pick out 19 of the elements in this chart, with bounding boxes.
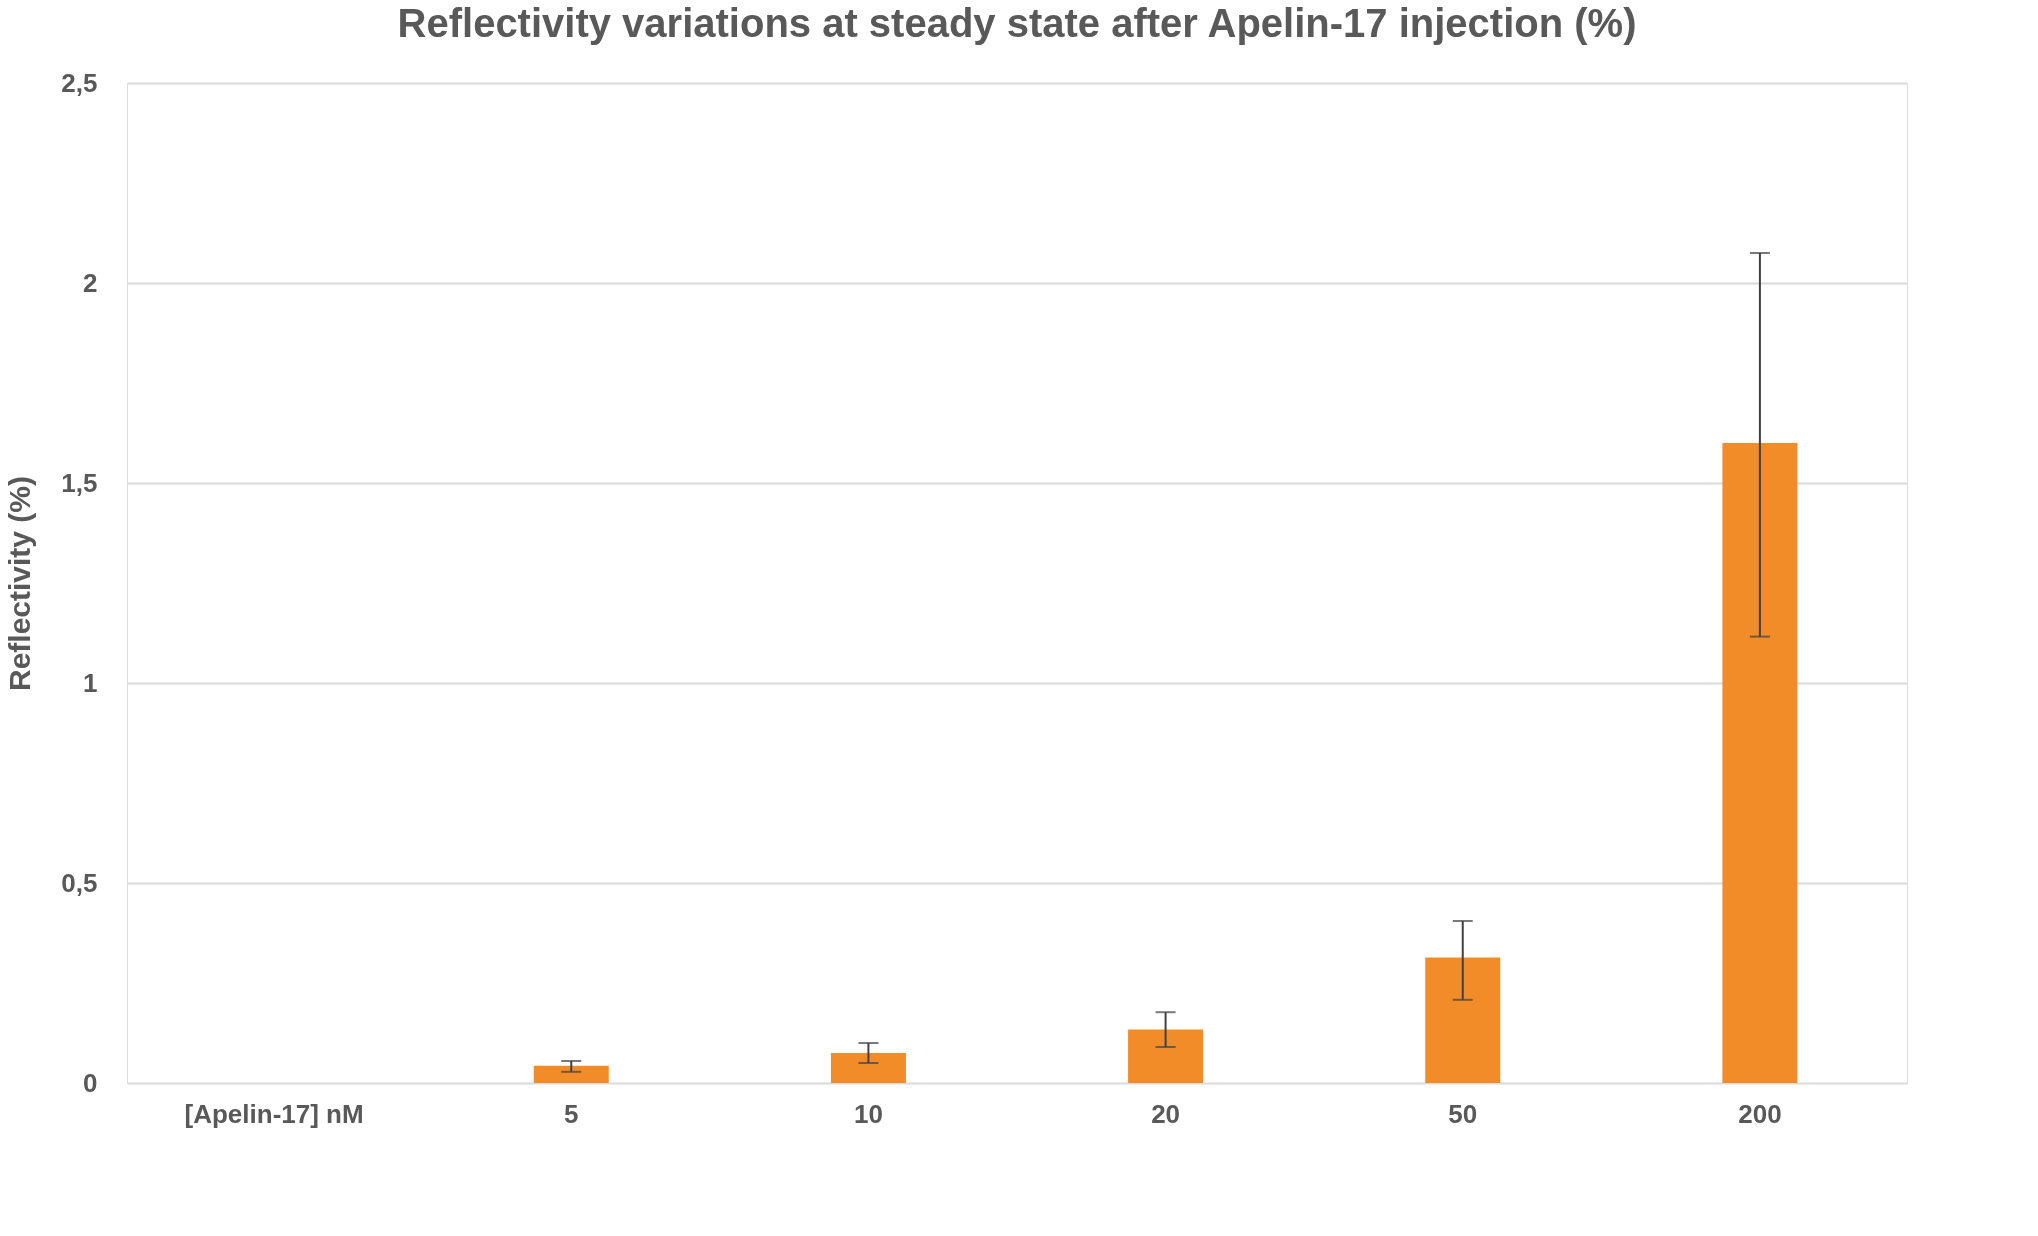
x-tick-label: [Apelin-17] nM	[184, 1098, 364, 1129]
x-tick-label: 20	[1151, 1098, 1181, 1129]
y-tick-label: 0	[83, 1067, 98, 1098]
bar	[1128, 1029, 1204, 1083]
x-tick-label: 10	[853, 1098, 883, 1129]
bar	[830, 1053, 906, 1083]
y-tick-label: 0,5	[61, 867, 98, 898]
bar	[1722, 443, 1798, 1083]
chart-title: Reflectivity variations at steady state after Apelin-17 injection (%)	[397, 1, 1637, 45]
y-tick-label: 2,5	[61, 67, 98, 98]
x-tick-label: 5	[564, 1098, 579, 1129]
y-tick-label: 2	[83, 267, 98, 298]
x-tick-label: 200	[1738, 1098, 1782, 1129]
y-tick-label: 1,5	[61, 467, 98, 498]
bar	[533, 1065, 609, 1083]
y-axis-title: Reflectivity (%)	[3, 475, 37, 692]
x-tick-label: 50	[1448, 1098, 1478, 1129]
y-tick-label: 1	[83, 667, 98, 698]
bar	[1425, 957, 1501, 1083]
